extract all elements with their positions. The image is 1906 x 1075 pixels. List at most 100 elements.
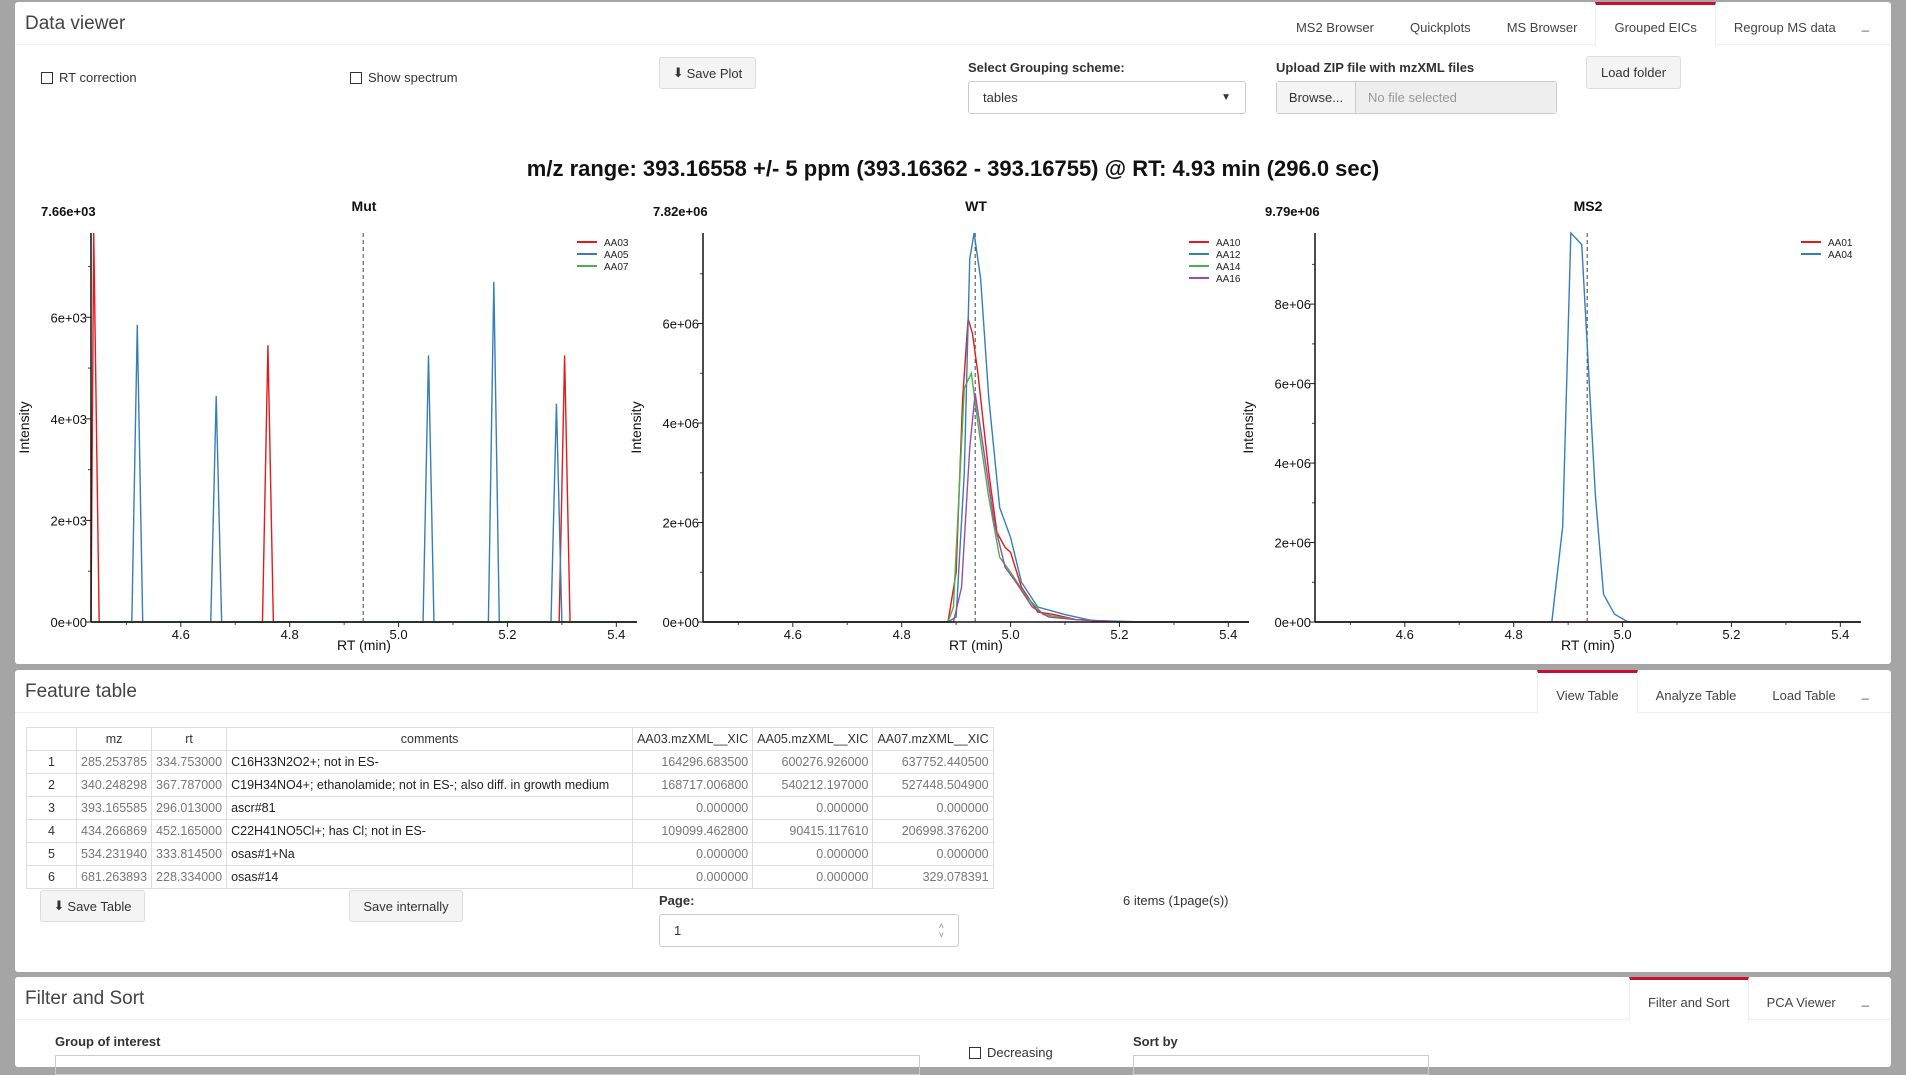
panel-title: Filter and Sort [25,988,145,1009]
show-spectrum-checkbox[interactable]: Show spectrum [350,69,458,85]
page-input[interactable]: 1 ˄ ˅ [659,914,959,947]
save-internally-button[interactable]: Save internally [349,890,463,922]
table-cell: 534.231940 [75,842,153,866]
y-tick-label: 6e+06 [662,317,699,332]
tab-grouped-eics[interactable]: Grouped EICs [1595,2,1716,46]
table-cell: 681.263893 [75,865,153,889]
grouping-select[interactable]: tables ▼ [968,81,1246,114]
tab-load-table[interactable]: Load Table [1772,688,1836,703]
legend-label: AA12 [1216,250,1241,261]
table-row[interactable]: 5 534.231940 333.814500 osas#1+Na 0.000000 0.… [26,842,994,866]
x-axis-label: RT (min) [337,637,391,653]
spinner-icon[interactable]: ˄ ˅ [938,920,944,940]
y-tick-label: 4e+06 [662,416,699,431]
x-tick-label: 5.0 [1614,627,1632,642]
save-plot-button[interactable]: ⬇ Save Plot [659,57,756,89]
column-header[interactable]: rt [151,727,228,751]
column-header[interactable]: comments [226,727,634,751]
y-tick-label: 2e+06 [662,516,699,531]
table-cell: 0.000000 [872,796,994,820]
minimize-button[interactable]: _ [1861,685,1869,700]
legend-label: AA05 [604,250,629,261]
table-cell: 0.000000 [632,796,754,820]
download-icon: ⬇ [672,65,684,80]
row-index: 2 [26,773,77,797]
checkbox-box[interactable] [969,1046,981,1059]
minimize-button[interactable]: _ [1861,17,1869,32]
rt-correction-checkbox[interactable]: RT correction [41,69,137,85]
tab-quickplots[interactable]: Quickplots [1409,20,1471,35]
tab-view-table[interactable]: View Table [1537,670,1638,714]
table-cell: 109099.462800 [632,819,754,843]
row-index: 1 [26,750,77,774]
column-header[interactable]: mz [75,727,153,751]
save-table-button[interactable]: ⬇ Save Table [40,890,145,922]
y-tick-label: 8e+06 [1274,297,1311,312]
legend-label: AA04 [1828,250,1853,261]
feature-table: mz rt comments AA03.mzXML__XIC AA05.mzXML__X… [26,727,994,889]
column-header[interactable]: AA07.mzXML__XIC [872,727,994,751]
table-cell: 0.000000 [632,842,754,866]
y-tick-label: 0e+00 [50,615,87,630]
legend-label: AA01 [1828,238,1853,249]
tab-filter-and-sort[interactable]: Filter and Sort [1628,977,1749,1021]
table-cell: 367.787000 [151,773,228,797]
legend-label: AA14 [1216,262,1241,273]
tab-analyze-table[interactable]: Analyze Table [1655,688,1737,703]
y-tick-label: 0e+00 [1274,615,1311,630]
y-max-label: 9.79e+06 [1265,204,1320,219]
legend-label: AA16 [1216,274,1241,285]
tab-bar: MS2 Browser Quickplots MS Browser Groupe… [1278,2,1877,46]
column-header[interactable] [26,727,77,751]
table-cell: 0.000000 [872,842,994,866]
checkbox-box[interactable] [41,71,53,84]
checkbox-box[interactable] [350,71,362,84]
table-cell: 527448.504900 [872,773,994,797]
checkbox-label: RT correction [59,70,137,86]
table-header-row: mz rt comments AA03.mzXML__XIC AA05.mzXML__X… [26,727,994,751]
sort-by-label: Sort by [1133,1034,1178,1049]
y-tick-label: 2e+03 [50,513,87,528]
table-row[interactable]: 1 285.253785 334.753000 C16H33N2O2+; not in… [26,750,994,774]
series-line-aa03 [90,232,637,623]
table-cell: 0.000000 [632,865,754,889]
column-header[interactable]: AA05.mzXML__XIC [752,727,874,751]
table-cell: 164296.683500 [632,750,754,774]
y-axis-label: Intensity [1240,401,1256,453]
table-cell: C16H33N2O2+; not in ES- [226,750,634,774]
tab-pca-viewer[interactable]: PCA Viewer [1766,995,1836,1010]
x-tick-label: 5.2 [1722,627,1740,642]
table-row[interactable]: 3 393.165585 296.013000 ascr#81 0.000000 0.00… [26,796,994,820]
decreasing-checkbox[interactable]: Decreasing [969,1044,1053,1060]
y-max-label: 7.66e+03 [41,204,96,219]
legend-label: AA10 [1216,238,1241,249]
table-cell: C22H41NO5Cl+; has Cl; not in ES- [226,819,634,843]
x-tick-label: 5.4 [607,627,625,642]
x-tick-label: 5.0 [390,627,408,642]
table-cell: 334.753000 [151,750,228,774]
tab-regroup-ms-data[interactable]: Regroup MS data [1733,20,1836,35]
table-cell: 333.814500 [151,842,228,866]
group-of-interest-select[interactable] [55,1055,920,1075]
minimize-button[interactable]: _ [1861,992,1869,1007]
page-value: 1 [674,923,682,938]
file-name-field[interactable]: No file selected [1356,82,1556,113]
panel-header: Feature table View Table Analyze Table L… [15,670,1891,714]
y-tick-label: 2e+06 [1274,536,1311,551]
browse-button[interactable]: Browse... [1277,82,1356,113]
column-header[interactable]: AA03.mzXML__XIC [632,727,754,751]
table-cell: C19H34NO4+; ethanolamide; not in ES-; al… [226,773,634,797]
table-row[interactable]: 6 681.263893 228.334000 osas#14 0.000000 0.00… [26,865,994,889]
group-of-interest-label: Group of interest [55,1034,161,1049]
table-cell: 296.013000 [151,796,228,820]
x-tick-label: 4.8 [281,627,299,642]
table-cell: 0.000000 [752,796,874,820]
table-row[interactable]: 4 434.266869 452.165000 C22H41NO5Cl+; has C… [26,819,994,843]
sort-by-select[interactable] [1133,1055,1429,1075]
series-line-aa12 [703,232,1249,623]
grouping-label: Select Grouping scheme: [968,60,1125,75]
table-row[interactable]: 2 340.248298 367.787000 C19H34NO4+; ethanol… [26,773,994,797]
tab-ms2-browser[interactable]: MS2 Browser [1295,20,1374,35]
tab-ms-browser[interactable]: MS Browser [1506,20,1578,35]
load-folder-button[interactable]: Load folder [1586,56,1681,89]
